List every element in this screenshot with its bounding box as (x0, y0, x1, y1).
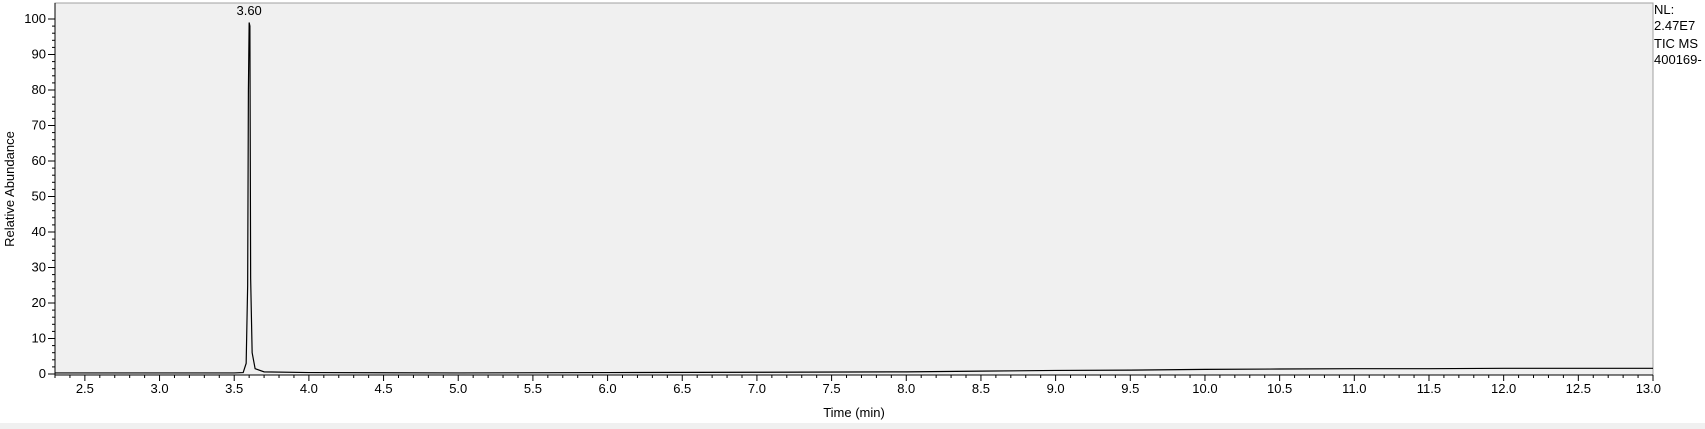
x-tick-label: 12.5 (1566, 381, 1591, 396)
x-tick-label: 11.5 (1417, 381, 1441, 396)
x-tick-label: 3.0 (151, 381, 169, 396)
y-tick-label: 20 (32, 295, 46, 310)
x-tick-label: 2.5 (76, 381, 94, 396)
y-tick-label: 90 (32, 47, 46, 62)
peak-label: 3.60 (236, 3, 261, 18)
y-tick-label: 0 (39, 366, 46, 381)
plot-area (54, 2, 1654, 376)
x-tick-label: 12.0 (1491, 381, 1516, 396)
x-tick-label: 10.0 (1192, 381, 1217, 396)
y-tick-label: 100 (24, 11, 46, 26)
x-tick-label: 9.0 (1047, 381, 1065, 396)
x-tick-label: 4.0 (300, 381, 318, 396)
x-tick-label: 8.0 (897, 381, 915, 396)
y-tick-label: 40 (32, 224, 46, 239)
x-tick-label: 5.5 (524, 381, 542, 396)
y-tick-label: 10 (32, 331, 46, 346)
file-name-label: 400169- (1654, 52, 1702, 67)
y-tick-label: 60 (32, 153, 46, 168)
x-axis: 2.5 3.0 3.5 4.0 4.5 5.0 5.5 6.0 6.5 7.0 7.5 8.0 8.5 9… (54, 374, 1661, 396)
x-tick-label: 7.5 (823, 381, 841, 396)
peak-annotations: 3.60 (236, 3, 261, 18)
y-axis-title: Relative Abundance (2, 131, 17, 247)
x-tick-label: 7.0 (748, 381, 766, 396)
x-tick-label: 9.5 (1121, 381, 1139, 396)
normalization-level: 2.47E7 (1654, 18, 1696, 33)
x-tick-label: 3.5 (225, 381, 243, 396)
x-axis-title: Time (min) (823, 405, 885, 420)
x-tick-label: 8.5 (972, 381, 990, 396)
x-tick-label: 13.0 (1636, 381, 1661, 396)
x-tick-label: 4.5 (375, 381, 393, 396)
x-tick-label: 5.0 (449, 381, 467, 396)
y-tick-label: 70 (32, 118, 46, 133)
normalization-label: NL: (1654, 2, 1675, 17)
x-tick-label: 11.0 (1342, 381, 1366, 396)
scan-type-label: TIC MS (1654, 36, 1699, 51)
x-tick-label: 6.5 (673, 381, 691, 396)
y-tick-label: 80 (32, 82, 46, 97)
y-tick-label: 30 (32, 260, 46, 275)
bottom-scrollbar-strip (0, 423, 1705, 429)
x-tick-label: 10.5 (1267, 381, 1292, 396)
tic-trace-line (55, 22, 1653, 374)
x-tick-label: 6.0 (599, 381, 617, 396)
y-tick-label: 50 (32, 189, 46, 204)
y-axis: 0 10 20 30 40 50 60 70 80 90 100 (24, 3, 56, 381)
